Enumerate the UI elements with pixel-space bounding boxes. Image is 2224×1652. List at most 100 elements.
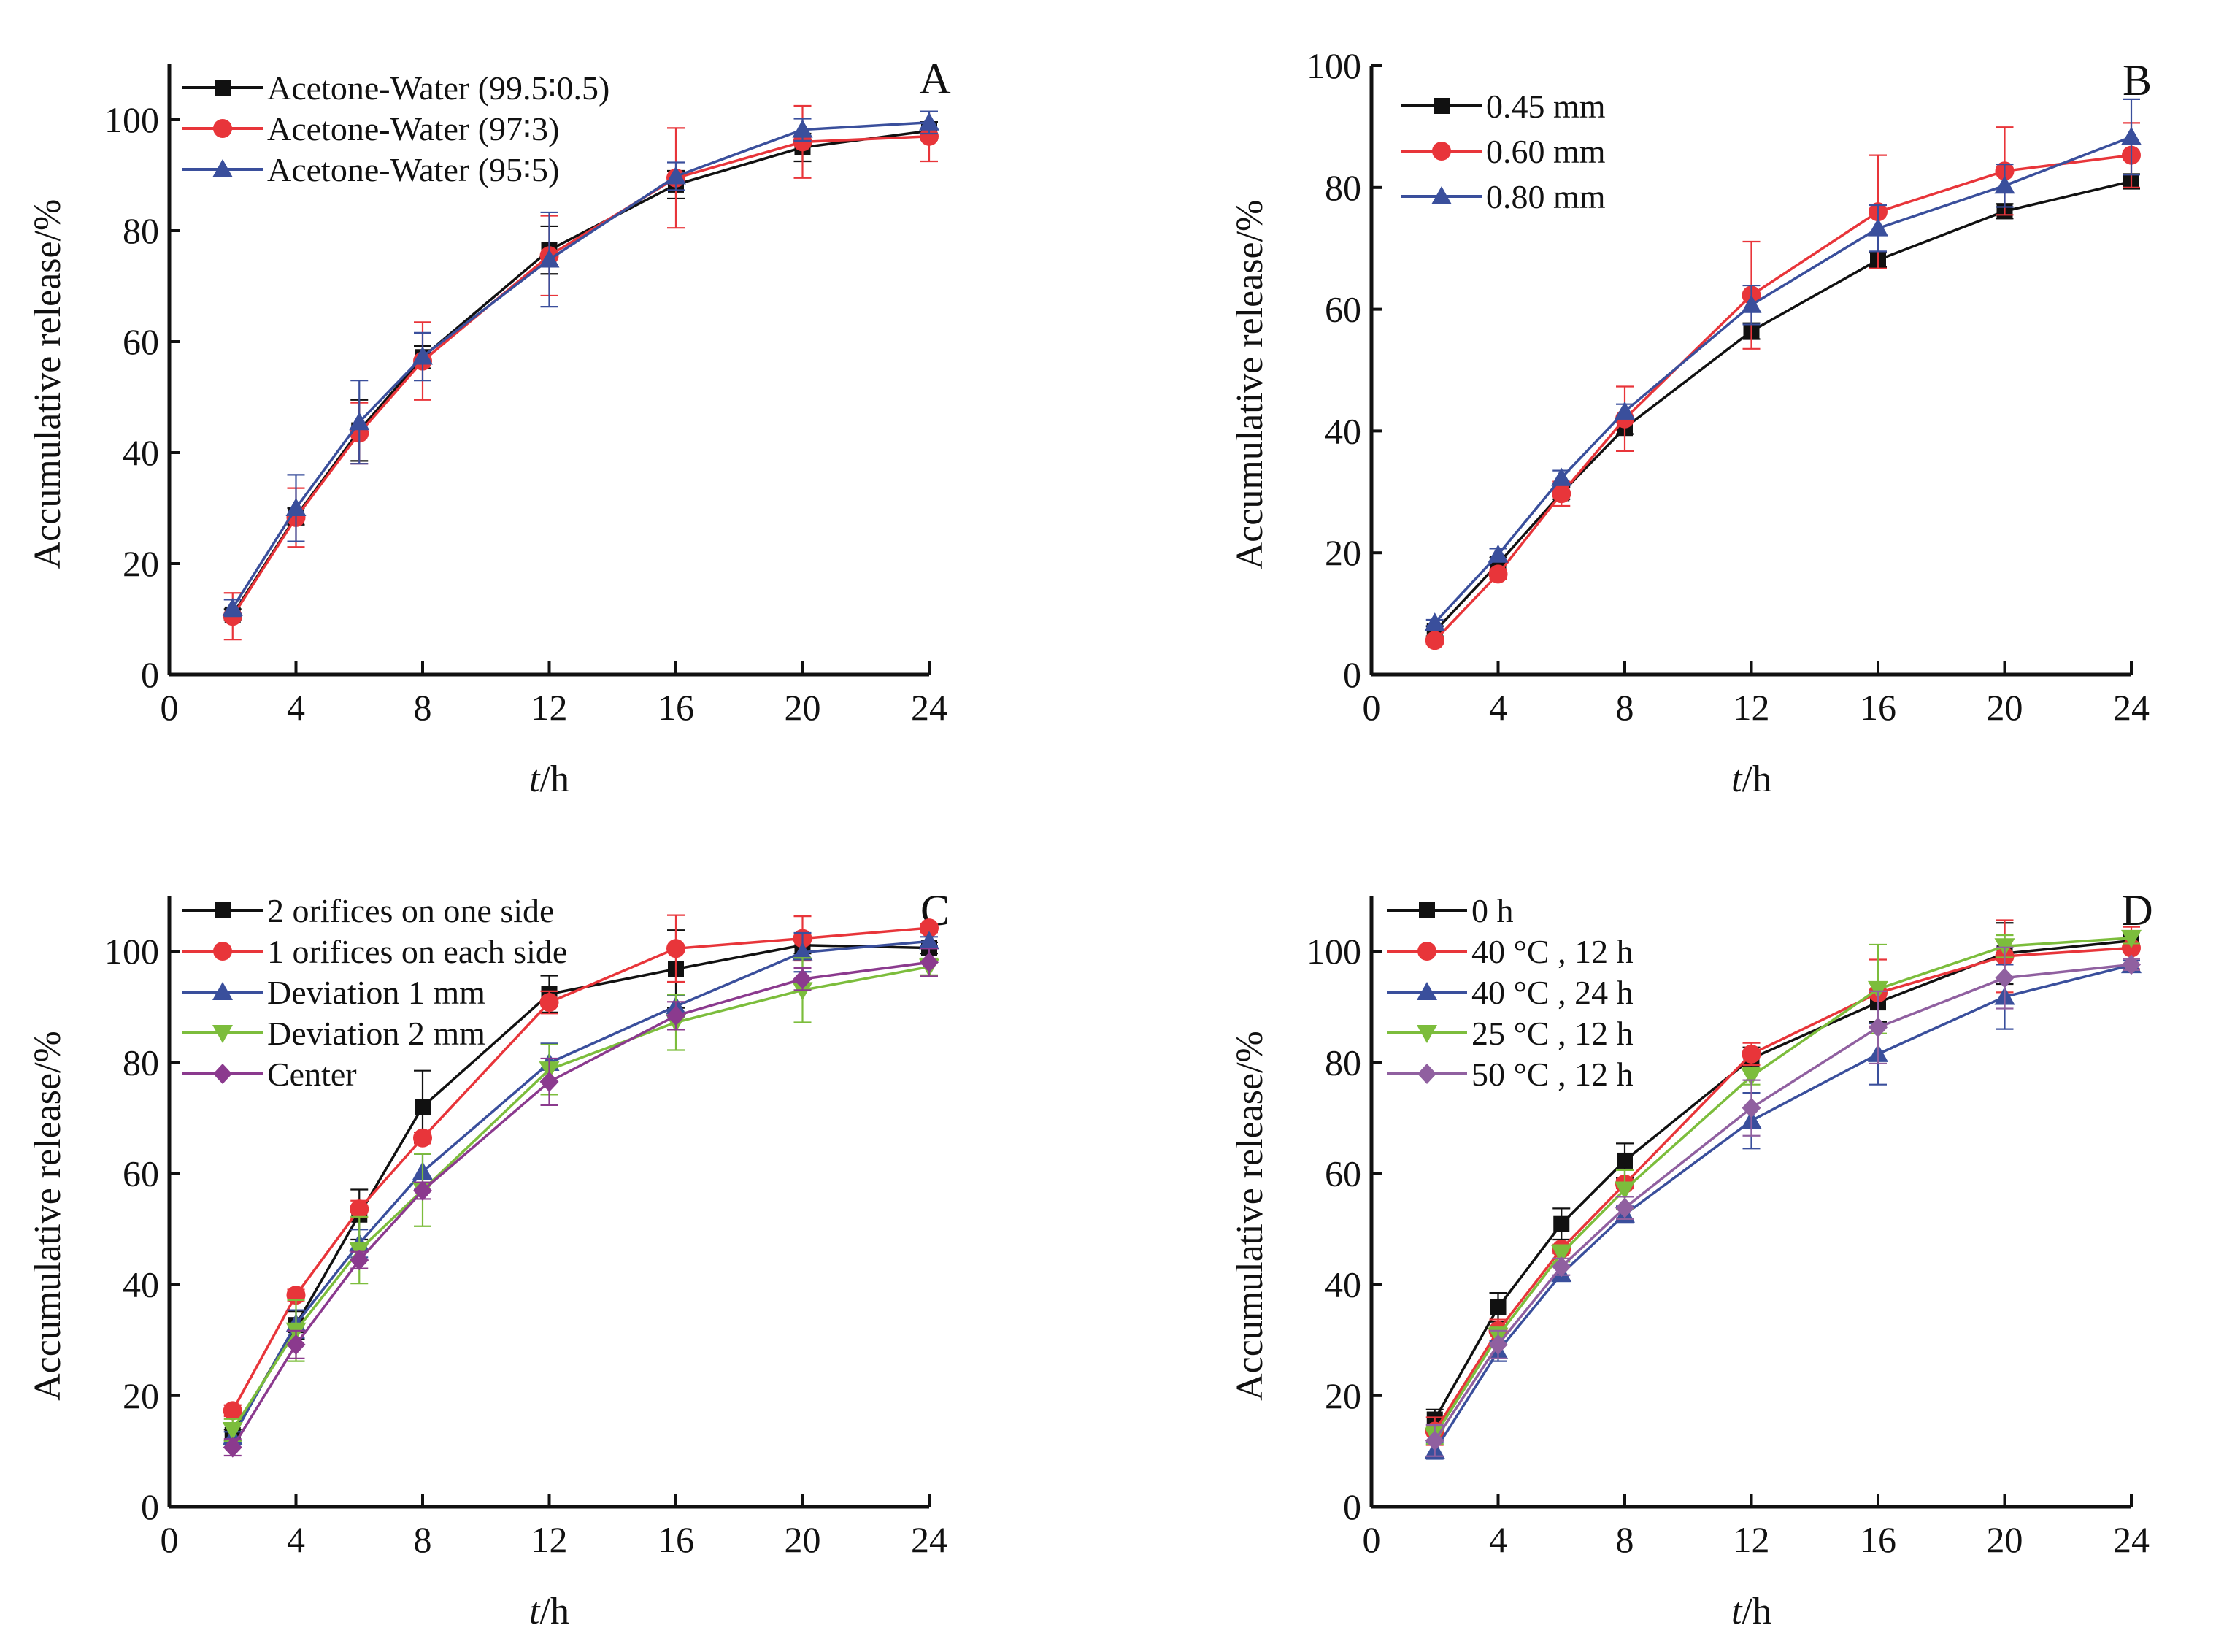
x-tick-label: 20 (785, 687, 821, 728)
legend-item: Deviation 1 mm (182, 974, 485, 1011)
series-2 (222, 110, 939, 618)
x-tick-label: 16 (658, 687, 694, 728)
data-point (415, 1099, 431, 1115)
data-point (285, 498, 307, 516)
data-point (350, 1199, 369, 1219)
data-point (412, 346, 433, 365)
legend-label: 2 orifices on one side (267, 892, 554, 929)
data-point (1552, 1256, 1571, 1278)
x-tick-label: 0 (1363, 687, 1381, 728)
x-tick-label: 16 (658, 1519, 694, 1560)
x-tick-label: 4 (1489, 1519, 1507, 1560)
data-point (920, 952, 939, 973)
legend-item: 2 orifices on one side (182, 892, 554, 929)
legend-label: Center (267, 1056, 357, 1093)
y-tick-label: 100 (104, 99, 159, 140)
data-point (1742, 1044, 1761, 1064)
legend-label: 0.80 mm (1486, 178, 1606, 215)
data-point (1424, 612, 1445, 631)
chart-panel-d: 0 20 40 60 80 100 0 4 8 12 16 20 24 t/h Accumulative r… (1229, 886, 2153, 1632)
legend-item: 1 orifices on each side (182, 933, 567, 970)
data-point (666, 1005, 685, 1026)
x-tick-label: 8 (414, 1519, 432, 1560)
data-point (919, 112, 939, 131)
legend-marker (1417, 942, 1436, 961)
data-point (2122, 954, 2141, 975)
data-point (1551, 467, 1572, 486)
data-point (413, 1128, 432, 1148)
x-tick-label: 20 (1987, 1519, 2023, 1560)
y-tick-label: 0 (141, 654, 159, 695)
legend-item: Acetone-Water (97∶3) (182, 110, 559, 147)
legend: Acetone-Water (99.5∶0.5)Acetone-Water (9… (182, 69, 609, 188)
legend: 0.45 mm 0.60 mm 0.80 mm (1401, 88, 1606, 215)
panel-label: A (919, 55, 950, 103)
data-point (1742, 1097, 1761, 1118)
legend-label: Acetone-Water (99.5∶0.5) (267, 69, 609, 107)
series-0 (1425, 173, 2140, 639)
y-axis-title: Accumulative release/% (1229, 200, 1271, 570)
x-axis-title: t/h (1731, 1591, 1771, 1632)
legend-marker (215, 80, 231, 96)
data-point (222, 1421, 243, 1440)
x-tick-label: 4 (287, 687, 305, 728)
y-tick-label: 60 (1325, 1153, 1361, 1194)
series-line (1434, 180, 2132, 632)
x-tick-label: 16 (1860, 1519, 1896, 1560)
legend-label: Deviation 2 mm (267, 1015, 485, 1052)
axes: 0 20 40 60 80 100 0 4 8 12 16 20 24 (1307, 45, 2150, 728)
legend: 0 h 40 °C , 12 h 40 °C , 24 h 25 °C , 12 h 5… (1387, 892, 1634, 1093)
y-tick-label: 100 (1307, 931, 1361, 972)
legend-marker (215, 902, 231, 918)
x-axis-title: t/h (1731, 758, 1771, 800)
y-axis-title: Accumulative release/% (1229, 1031, 1271, 1401)
data-point (1488, 1334, 1508, 1355)
legend-item: 40 °C , 12 h (1387, 933, 1634, 970)
y-tick-label: 80 (1325, 167, 1361, 208)
data-point (1868, 218, 1888, 237)
series-line (1434, 946, 2132, 1432)
data-point (539, 1071, 559, 1092)
legend-marker (212, 1025, 233, 1043)
data-point (666, 939, 685, 958)
x-tick-label: 8 (414, 687, 432, 728)
legend-item: Acetone-Water (95∶5) (182, 151, 559, 188)
legend-marker (213, 1064, 232, 1084)
data-point (792, 942, 813, 961)
legend-label: Acetone-Water (95∶5) (267, 151, 559, 188)
legend-item: 40 °C , 24 h (1387, 974, 1634, 1011)
series-line (231, 940, 930, 1438)
x-tick-label: 12 (1734, 1519, 1770, 1560)
legend-item: 0.60 mm (1401, 133, 1606, 170)
x-tick-label: 20 (1987, 687, 2023, 728)
y-tick-label: 60 (123, 321, 159, 362)
legend-label: Acetone-Water (97∶3) (267, 110, 559, 147)
data-point (1488, 544, 1509, 563)
legend-item: 25 °C , 12 h (1387, 1015, 1634, 1052)
series-line (1434, 153, 2132, 642)
legend-item: Acetone-Water (99.5∶0.5) (182, 69, 609, 107)
legend-label: 25 °C , 12 h (1471, 1015, 1634, 1052)
x-tick-label: 16 (1860, 687, 1896, 728)
data-point (1552, 484, 1571, 504)
data-point (539, 249, 560, 268)
data-point (1617, 1152, 1633, 1169)
chart-panel-b: 0 20 40 60 80 100 0 4 8 12 16 20 24 t/h Accumulative r… (1229, 45, 2152, 800)
legend: 2 orifices on one side 1 orifices on each… (182, 892, 567, 1093)
legend-marker (1417, 1025, 1437, 1043)
x-tick-label: 4 (287, 1519, 305, 1560)
legend-marker (213, 942, 232, 961)
x-axis-title: t/h (529, 758, 569, 800)
legend-marker (1417, 982, 1437, 1000)
y-tick-label: 100 (1307, 45, 1361, 86)
y-tick-label: 0 (141, 1486, 159, 1527)
legend-marker (1434, 98, 1450, 114)
y-tick-label: 40 (1325, 1264, 1361, 1305)
data-point (792, 119, 813, 138)
y-tick-label: 40 (123, 1264, 159, 1305)
series-line (1434, 964, 2132, 1452)
series-line (231, 129, 930, 615)
series-line (231, 961, 930, 1448)
data-point (919, 931, 939, 950)
y-tick-label: 20 (123, 543, 159, 584)
